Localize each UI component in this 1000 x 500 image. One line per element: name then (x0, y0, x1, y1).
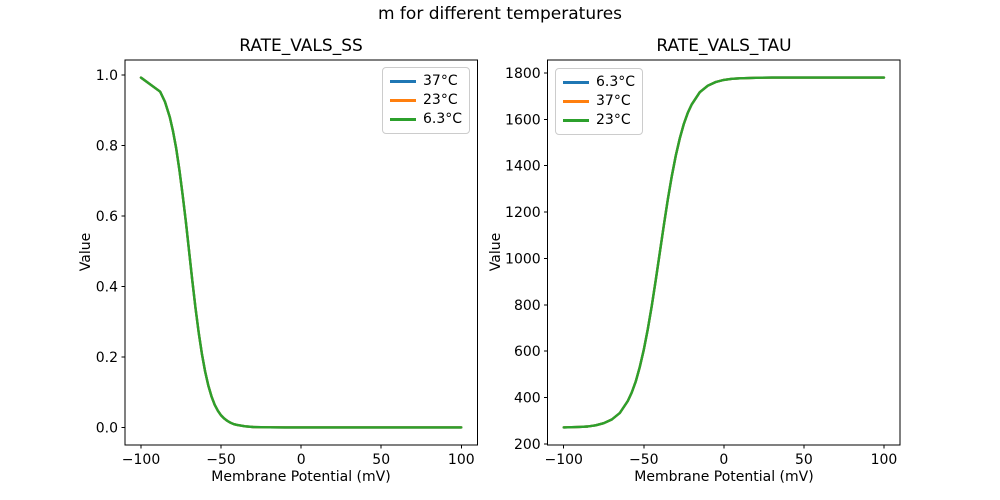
x-tick-label: 0 (719, 452, 728, 468)
x-tick-label: 50 (372, 452, 390, 468)
legend-item: 37°C (563, 92, 635, 111)
legend-item: 37°C (390, 72, 462, 91)
x-tick-label: −100 (122, 452, 160, 468)
legend-line-swatch (563, 81, 589, 84)
y-axis-label-right: Value (488, 232, 504, 272)
y-tick-label: 200 (514, 437, 541, 453)
y-axis-label-left: Value (78, 232, 94, 272)
legend-item: 23°C (390, 91, 462, 110)
x-tick-label: −50 (206, 452, 236, 468)
y-tick-label: 1400 (505, 159, 541, 175)
legend-item: 6.3°C (390, 110, 462, 129)
y-tick-label: 600 (514, 344, 541, 360)
x-axis-label-left: Membrane Potential (mV) (211, 469, 391, 485)
y-tick-label: 0.2 (96, 350, 118, 366)
legend-label: 23°C (423, 92, 458, 108)
y-tick-label: 800 (514, 298, 541, 314)
legend-line-swatch (390, 80, 416, 83)
x-tick-label: 0 (297, 452, 306, 468)
legend-item: 6.3°C (563, 73, 635, 92)
x-tick-label: 100 (871, 452, 898, 468)
y-tick-label: 1200 (505, 205, 541, 221)
y-tick-label: 1.0 (96, 68, 118, 84)
x-axis-label-right: Membrane Potential (mV) (634, 469, 814, 485)
figure-suptitle: m for different temperatures (377, 4, 623, 24)
legend-label: 6.3°C (596, 74, 636, 90)
legend-rate-vals-ss: 37°C 23°C 6.3°C (382, 67, 470, 134)
y-tick-label: 1000 (505, 251, 541, 267)
legend-label: 23°C (596, 112, 631, 128)
y-tick-label: 1600 (505, 112, 541, 128)
y-tick-label: 400 (514, 390, 541, 406)
legend-line-swatch (390, 118, 416, 121)
legend-item: 23°C (563, 111, 635, 130)
x-tick-label: 100 (448, 452, 475, 468)
legend-rate-vals-tau: 6.3°C 37°C 23°C (555, 68, 643, 135)
y-tick-label: 0.0 (96, 420, 118, 436)
legend-line-swatch (563, 100, 589, 103)
legend-label: 6.3°C (423, 111, 463, 127)
subplot-title-rate-vals-ss: RATE_VALS_SS (239, 36, 363, 56)
legend-label: 37°C (423, 73, 458, 89)
x-tick-label: −100 (544, 452, 582, 468)
x-tick-label: 50 (795, 452, 813, 468)
legend-line-swatch (563, 119, 589, 122)
x-tick-label: −50 (629, 452, 659, 468)
y-tick-label: 0.4 (96, 279, 118, 295)
legend-label: 37°C (596, 93, 631, 109)
legend-line-swatch (390, 99, 416, 102)
subplot-title-rate-vals-tau: RATE_VALS_TAU (656, 36, 792, 56)
y-tick-label: 0.6 (96, 209, 118, 225)
y-tick-label: 0.8 (96, 139, 118, 155)
y-tick-label: 1800 (505, 66, 541, 82)
